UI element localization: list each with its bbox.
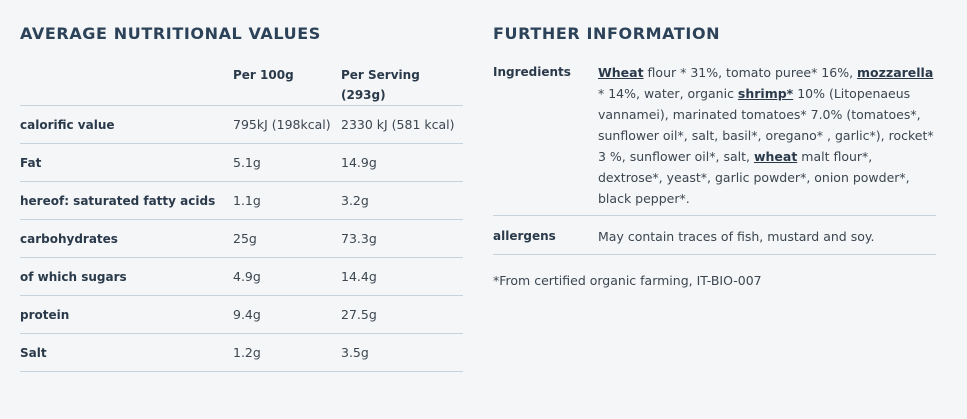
nutrient-label: Fat <box>20 143 233 182</box>
footnote: *From certified organic farming, IT-BIO-… <box>493 273 762 288</box>
header-row: Per 100g Per Serving (293g) <box>20 60 463 106</box>
nutrition-row: carbohydrates 25g 73.3g <box>20 219 463 258</box>
header-cell: Per 100g <box>233 60 341 106</box>
ingredients-text: Wheat flour * 31%, tomato puree* 16%, mo… <box>598 60 936 216</box>
nutrient-value: 1.1g <box>233 181 341 220</box>
nutrient-value: 3.5g <box>341 333 463 372</box>
section-title: FURTHER INFORMATION <box>493 24 721 43</box>
nutrition-row: Fat 5.1g 14.9g <box>20 143 463 182</box>
nutrition-row: calorific value 795kJ (198kcal) 2330 kJ (5… <box>20 105 463 144</box>
ingredient-highlight: Wheat <box>598 65 644 80</box>
nutrient-label: calorific value <box>20 105 233 144</box>
nutrient-value: 3.2g <box>341 181 463 220</box>
nutrient-label: Salt <box>20 333 233 372</box>
nutrient-value: 73.3g <box>341 219 463 258</box>
ingredient-text: * 14%, water, organic <box>598 86 738 101</box>
nutrient-value: 14.4g <box>341 257 463 296</box>
nutrient-value: 4.9g <box>233 257 341 296</box>
nutrient-value: 25g <box>233 219 341 258</box>
nutrient-label: hereof: saturated fatty acids <box>20 181 233 220</box>
info-table: Ingredients Wheat flour * 31%, tomato pu… <box>493 60 936 255</box>
nutrition-row: Salt 1.2g 3.5g <box>20 333 463 372</box>
nutrition-row: of which sugars 4.9g 14.4g <box>20 257 463 296</box>
nutrient-value: 5.1g <box>233 143 341 182</box>
ingredient-text: flour * 31%, tomato puree* 16%, <box>643 65 858 80</box>
nutrient-value: 795kJ (198kcal) <box>233 105 341 144</box>
nutrition-row: hereof: saturated fatty acids 1.1g 3.2g <box>20 181 463 220</box>
nutrition-row: protein 9.4g 27.5g <box>20 295 463 334</box>
nutrition-table: Per 100g Per Serving (293g) calorific va… <box>20 60 463 372</box>
header-cell: Per Serving (293g) <box>341 60 463 106</box>
ingredient-text: malt flour*, dextrose*, yeast*, garlic p… <box>598 149 910 206</box>
nutrient-value: 1.2g <box>233 333 341 372</box>
info-row: Ingredients Wheat flour * 31%, tomato pu… <box>493 60 936 216</box>
nutrient-value: 2330 kJ (581 kcal) <box>341 105 463 144</box>
header-cell <box>20 60 233 106</box>
nutrient-label: carbohydrates <box>20 219 233 258</box>
allergens-text: May contain traces of fish, mustard and … <box>598 215 936 255</box>
nutrient-label: of which sugars <box>20 257 233 296</box>
ingredient-text: 10% (Litopenaeus vannamei), marinated to… <box>598 86 934 164</box>
ingredient-highlight: shrimp* <box>737 86 794 101</box>
ingredient-highlight: wheat <box>753 149 798 164</box>
nutrient-value: 9.4g <box>233 295 341 334</box>
ingredient-highlight: mozzarella <box>857 65 934 80</box>
section-title: AVERAGE NUTRITIONAL VALUES <box>20 24 321 43</box>
nutrient-label: protein <box>20 295 233 334</box>
nutrient-value: 14.9g <box>341 143 463 182</box>
nutrient-value: 27.5g <box>341 295 463 334</box>
info-label: allergens <box>493 215 598 255</box>
info-label: Ingredients <box>493 60 598 216</box>
info-row: allergens May contain traces of fish, mu… <box>493 215 936 255</box>
